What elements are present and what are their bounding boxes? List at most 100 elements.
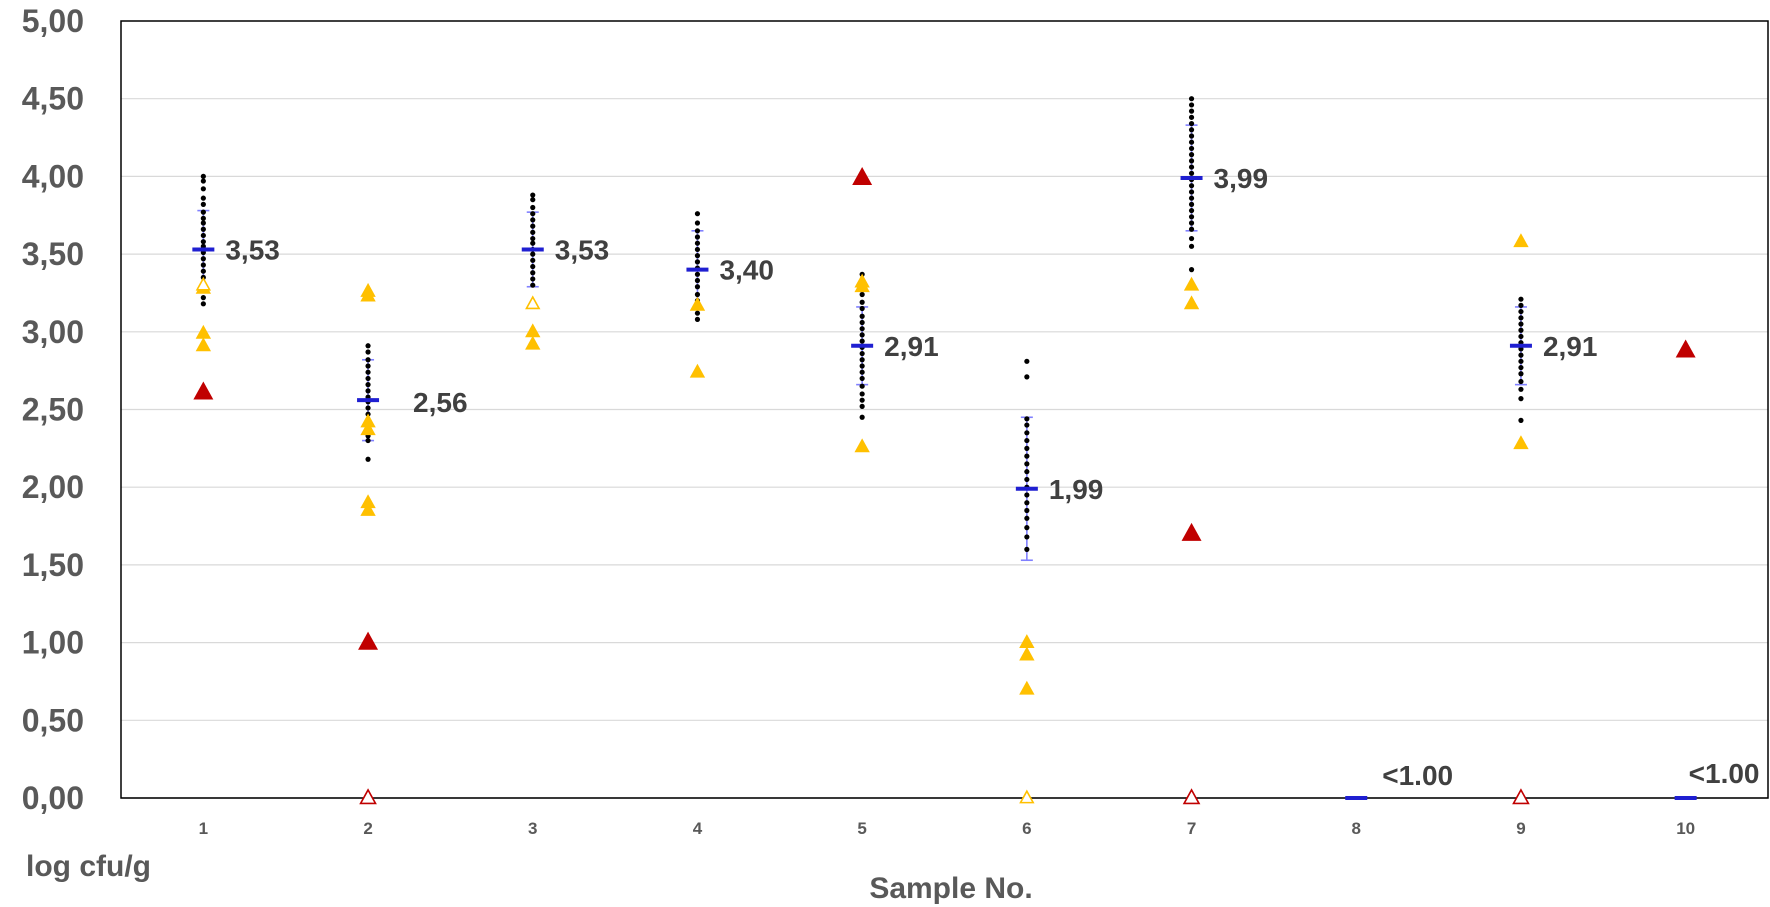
result-point [1188,158,1195,164]
result-point [1188,235,1195,242]
result-point [365,405,371,411]
result-point [1024,461,1030,467]
y-tick-label: 2,00 [22,469,84,505]
x-tick-label: 3 [528,819,537,838]
result-point [1518,358,1524,364]
yellow-triangle-point [1019,646,1035,661]
result-point [530,197,536,203]
red-open-triangle-point [1512,788,1530,805]
result-point [530,263,536,270]
result-point [530,211,536,217]
result-point [365,456,371,462]
result-point [365,349,371,355]
result-point [365,437,371,444]
result-point [859,299,865,305]
result-point [200,220,206,226]
result-point [1518,321,1524,327]
result-point [1188,145,1195,152]
x-axis-title: Sample No. [869,872,1032,905]
yellow-open-triangle-point [1019,789,1035,804]
result-point [859,326,865,332]
result-point [1188,183,1195,189]
mean-value-label: 3,99 [1214,163,1269,194]
yellow-open-triangle-point [525,295,541,310]
result-point [1024,546,1030,552]
mean-value-label: 2,56 [413,387,468,418]
result-point [530,235,536,242]
result-point [859,313,865,319]
mean-value-label: <1.00 [1382,760,1453,791]
result-point [1024,374,1030,380]
red-open-triangle-point [1182,788,1201,805]
result-point [365,369,371,375]
result-point [1518,386,1524,392]
x-tick-label: 5 [857,819,866,838]
result-point [1024,358,1030,364]
x-tick-label: 8 [1352,819,1361,838]
x-tick-label: 10 [1676,819,1695,838]
yellow-triangle-point [854,438,870,453]
y-tick-label: 5,00 [22,3,84,39]
result-point [859,305,865,312]
result-point [200,215,206,221]
result-point [1518,417,1524,423]
result-point [859,397,865,403]
result-point [200,201,206,207]
result-point [1024,445,1030,451]
result-point [530,229,536,235]
x-tick-label: 6 [1022,819,1031,838]
mean-value-label: 2,91 [884,331,939,362]
yellow-triangle-point [360,287,376,302]
result-point [859,391,865,397]
result-point [200,268,206,274]
result-point [859,363,865,369]
result-point [530,223,536,229]
result-point [694,310,701,316]
result-point [694,253,701,259]
result-point [1188,127,1195,133]
result-point [1518,378,1524,385]
result-point [200,232,206,239]
yellow-triangle-point [360,502,376,516]
result-point [1024,430,1030,436]
mean-value-labels: 3,53 2,56 3,53 3,40 2,91 1,99 3,99 <1.00 2,91 <1.… [225,163,1759,791]
y-tick-label: 3,50 [22,236,84,272]
result-point [859,319,865,326]
result-point [859,291,865,298]
result-point [1188,96,1195,102]
result-point [1188,114,1195,120]
yellow-open-triangle-point [195,276,212,291]
result-point [530,217,536,223]
result-point [859,350,865,357]
result-point [1518,333,1524,340]
result-point [1024,437,1030,444]
x-tick-label: 4 [693,819,703,838]
result-point [1188,170,1195,176]
result-point [365,357,371,363]
result-point [1518,396,1524,402]
result-point [1024,500,1030,506]
result-point [694,234,701,240]
result-point [694,220,701,226]
result-point [694,316,701,322]
yellow-triangle-point [1183,295,1200,310]
result-point [694,284,701,290]
mean-value-label: 3,53 [225,234,280,265]
result-point [1188,152,1195,158]
result-point [1518,352,1524,358]
result-point [530,257,536,263]
yellow-triangle-point [360,421,376,436]
x-tick-label: 7 [1187,819,1196,838]
mean-value-label: 3,40 [719,255,774,286]
result-point [530,251,536,257]
result-point [1518,364,1524,371]
result-point [1518,327,1524,333]
result-point [859,357,865,363]
result-point [694,291,701,298]
result-point [1188,267,1195,273]
result-point [365,363,371,369]
result-point [1188,214,1195,220]
result-point [1024,515,1030,521]
result-point [1188,243,1195,249]
red-triangle-point [193,381,214,400]
